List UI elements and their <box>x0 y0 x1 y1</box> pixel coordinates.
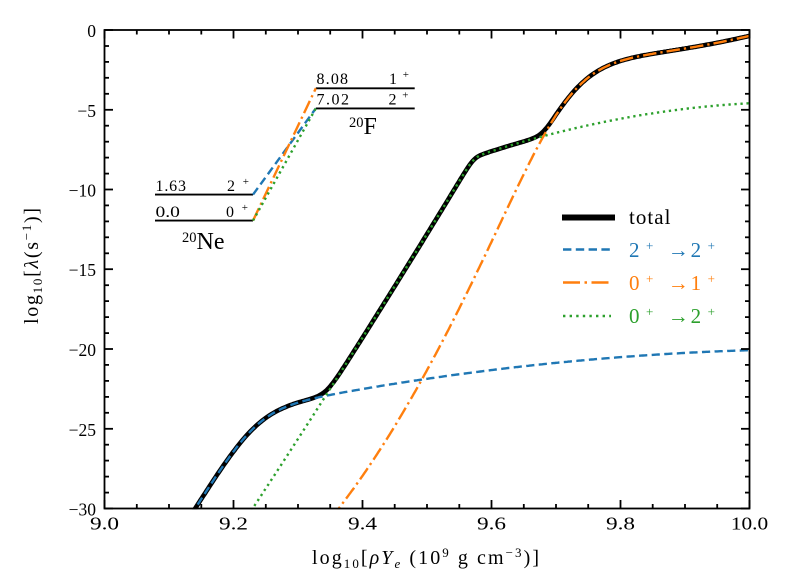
svg-text:−10: −10 <box>69 181 97 201</box>
svg-text:8.08: 8.08 <box>317 71 349 88</box>
svg-text:0: 0 <box>87 21 96 41</box>
svg-text:20: 20 <box>182 230 197 246</box>
svg-text:−5: −5 <box>77 101 96 121</box>
svg-text:9.4: 9.4 <box>348 515 377 534</box>
svg-text:0.0: 0.0 <box>156 203 180 221</box>
svg-text:log10[ρYe (109 g cm−3)]: log 10[ρY e (10 9 g cm −3)] <box>312 545 539 571</box>
svg-text:9.2: 9.2 <box>219 515 248 534</box>
svg-text:−15: −15 <box>69 260 97 280</box>
svg-text:log10[λ(s−1)]: log10[λ(s−1)] <box>19 208 45 324</box>
svg-text:Ne: Ne <box>197 229 225 255</box>
svg-text:−30: −30 <box>69 500 97 520</box>
svg-text:10.0: 10.0 <box>731 515 769 534</box>
svg-text:9.8: 9.8 <box>606 515 635 534</box>
svg-text:7.02: 7.02 <box>317 92 350 109</box>
svg-text:−25: −25 <box>69 420 97 440</box>
svg-text:1.63: 1.63 <box>156 178 187 195</box>
svg-text:9.0: 9.0 <box>90 515 119 534</box>
svg-text:−20: −20 <box>69 340 97 360</box>
svg-text:20: 20 <box>349 115 364 131</box>
svg-text:0 + →2 +: 0 + →2 + <box>629 304 715 328</box>
svg-text:total: total <box>629 205 671 229</box>
svg-text:9.6: 9.6 <box>477 515 506 534</box>
svg-text:F: F <box>364 114 377 140</box>
